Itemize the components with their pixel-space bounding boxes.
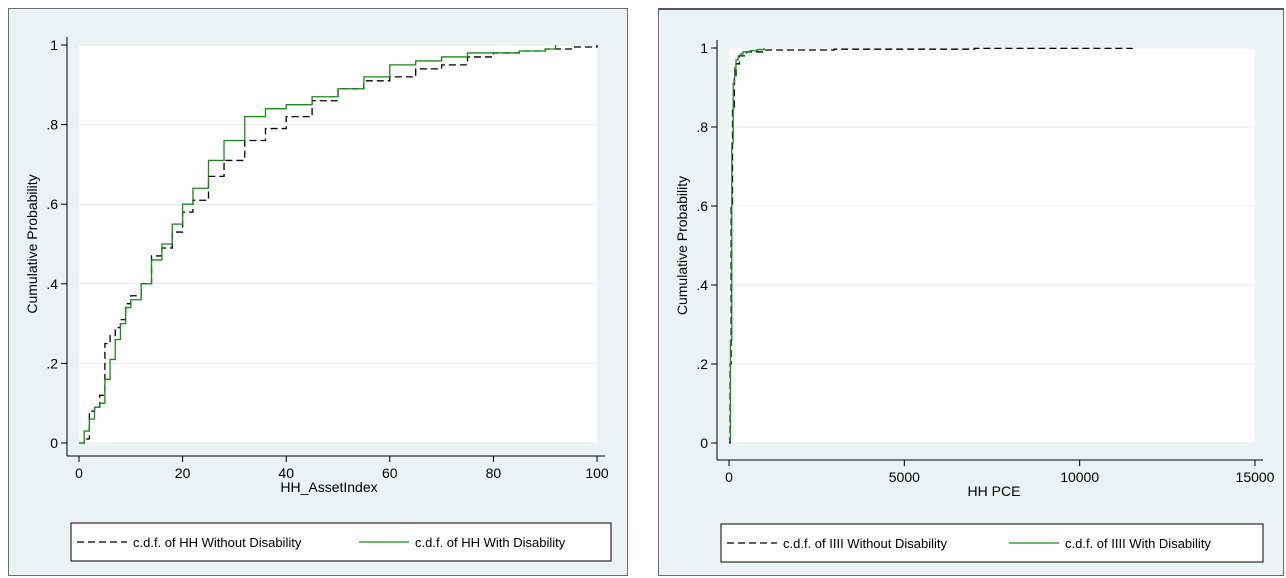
y-tick-label: 0 [50, 435, 58, 451]
y-tick-label: 1 [50, 37, 58, 53]
series-with-disability-line [729, 48, 765, 440]
y-axis-label: Cumulative Probability [24, 174, 40, 313]
y-tick-label: .4 [696, 277, 708, 293]
x-axis-label: HH_AssetIndex [280, 479, 377, 495]
y-tick-label: .6 [696, 198, 708, 214]
left-chart-svg: 0 .2 .4 .6 .8 1 0 20 40 60 80 100 HH_AssetIndex Cumul… [24, 37, 612, 562]
x-tick-label: 10000 [1060, 469, 1099, 485]
y-tick-label: .8 [696, 119, 708, 135]
x-axis-label: HH PCE [968, 483, 1021, 499]
plot-area [729, 48, 1255, 443]
x-tick-label: 20 [175, 465, 191, 481]
x-tick-label: 0 [75, 465, 83, 481]
y-tick-label: .4 [46, 276, 58, 292]
y-tick-label: 1 [700, 40, 708, 56]
y-tick-label: .6 [46, 196, 58, 212]
x-tick-label: 60 [382, 465, 398, 481]
y-tick-label: .2 [696, 356, 708, 372]
x-tick-label: 40 [278, 465, 294, 481]
y-tick-label: .2 [46, 355, 58, 371]
legend-label: c.d.f. of IIII With Disability [1065, 536, 1211, 551]
legend-box [720, 523, 1264, 563]
plot-area [79, 45, 597, 443]
x-tick-label: 0 [725, 469, 733, 485]
legend-label: c.d.f. of HH With Disability [415, 535, 566, 550]
y-tick-label: .8 [46, 117, 58, 133]
x-tick-label: 5000 [889, 469, 920, 485]
x-tick-label: 15000 [1236, 469, 1275, 485]
left-chart-panel: 0 .2 .4 .6 .8 1 0 20 40 60 80 100 HH_AssetIndex Cumul… [8, 8, 628, 576]
right-chart-svg: 0 .2 .4 .6 .8 1 0 5000 10000 15000 HH PCE Cumulativ… [674, 40, 1275, 563]
legend-box [70, 522, 612, 562]
x-tick-label: 100 [585, 465, 609, 481]
series-with-disability-line [79, 45, 557, 444]
series-without-disability-line [729, 47, 1133, 444]
y-axis-label: Cumulative Probability [674, 176, 690, 315]
y-tick-label: 0 [700, 435, 708, 451]
right-chart-panel: 0 .2 .4 .6 .8 1 0 5000 10000 15000 HH PCE Cumulativ… [658, 8, 1284, 576]
x-tick-label: 80 [486, 465, 502, 481]
legend-label: c.d.f. of IIII Without Disability [783, 536, 947, 551]
legend-label: c.d.f. of HH Without Disability [133, 535, 302, 550]
